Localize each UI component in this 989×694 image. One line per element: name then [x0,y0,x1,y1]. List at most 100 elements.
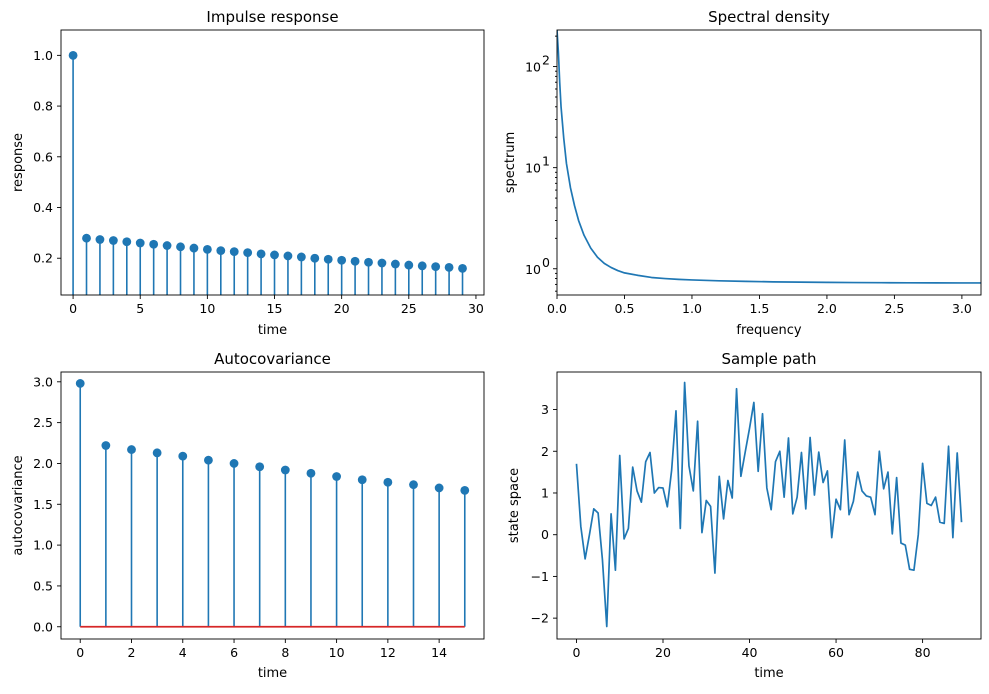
y-tick-label: 10 [525,262,541,277]
y-tick-exponent: 2 [542,53,550,68]
x-tick-label: 4 [179,645,187,660]
y-tick-label: 0 [541,527,549,542]
y-tick-exponent: 0 [542,255,550,270]
y-tick-label: 1 [541,485,549,500]
stem-marker [149,239,159,249]
stem-marker [82,233,91,243]
autocov-plot-area: 0 2 4 6 8 10 12 14 0.0 0.5 1.0 1.5 2.0 2.5 3.0 [33,374,470,660]
stem-marker [256,249,266,259]
sample-series-line [575,381,963,628]
stem-marker [127,445,136,454]
x-tick-label: 2.0 [817,301,837,316]
stem-marker [95,235,105,244]
x-tick-label: 0.0 [547,301,567,316]
spectral-marks [557,30,981,284]
stem-marker [306,468,316,478]
stem-marker [122,237,132,247]
stem-marker [162,241,172,250]
y-tick-label: 0.4 [33,200,53,215]
stem-marker [337,255,347,265]
spectral-frame [556,29,982,296]
stem-marker [409,480,418,490]
spectral-density-panel: Spectral density 0.0 0.5 1.0 1.5 2.0 2.5 3.010… [503,8,982,338]
x-tick-label: 0 [69,301,77,316]
x-tick-label: 20 [655,645,671,660]
x-tick-label: 6 [230,645,238,660]
stem-marker [135,238,145,248]
y-tick-label: 3.0 [33,374,53,389]
y-tick-label: 1.0 [33,48,53,63]
impulse-response-panel: Impulse response 0 5 10 15 20 25 30 0.2 0.4 0.6 0.… [11,8,485,338]
stem-marker [108,236,118,245]
x-tick-label: 14 [431,645,447,660]
y-tick-label: −1 [531,569,549,584]
stem-marker [310,253,320,263]
x-tick-label: 1.5 [749,301,769,316]
x-tick-label: 15 [267,301,283,316]
autocovariance-panel: Autocovariance 0 2 4 6 8 10 12 14 0.0 0.5 1.0 1.5 2.… [11,350,485,681]
impulse-marks [68,50,467,295]
stem-marker [189,243,199,253]
y-tick-label: 0.8 [33,99,53,114]
sample-path-panel: Sample path 0 20 40 60 80 −2 −1 0 1 2 3 time state… [507,350,982,681]
autocov-marks [75,379,470,628]
stem-marker [417,261,427,271]
stem-marker [255,462,265,472]
stem-marker [460,485,470,495]
stem-marker [229,247,239,257]
impulse-xlabel: time [258,323,287,338]
spectral-title: Spectral density [708,8,830,26]
x-tick-label: 25 [401,301,417,316]
x-tick-label: 1.0 [682,301,702,316]
x-tick-label: 80 [915,645,931,660]
stem-marker [444,262,454,272]
y-tick-label: 0.6 [33,149,53,164]
x-tick-label: 40 [742,645,758,660]
sample-xlabel: time [754,666,783,681]
x-tick-label: 10 [199,301,215,316]
sample-plot-area: 0 20 40 60 80 −2 −1 0 1 2 3 [531,381,963,660]
stem-marker [68,50,78,60]
stem-marker [280,465,290,475]
autocov-frame [60,371,485,640]
sample-frame [556,371,982,640]
y-tick-label: −2 [531,611,549,626]
spectral-ylabel: spectrum [503,132,518,194]
y-tick-label: 10 [525,161,541,176]
stem-marker [434,483,444,493]
x-tick-label: 10 [329,645,345,660]
impulse-title: Impulse response [206,8,338,26]
stem-marker [75,379,85,388]
stem-marker [404,260,414,270]
y-tick-label: 2.5 [33,415,53,430]
impulse-frame [60,29,485,296]
x-tick-label: 2.5 [884,301,904,316]
impulse-ylabel: response [11,133,26,192]
autocov-title: Autocovariance [214,350,331,368]
stem-marker [229,459,239,468]
x-tick-label: 30 [468,301,484,316]
x-tick-label: 2 [128,645,136,660]
stem-marker [332,472,341,481]
stem-marker [383,477,393,487]
stem-marker [431,262,441,271]
stem-marker [178,451,188,461]
x-tick-label: 0.5 [615,301,635,316]
y-tick-label: 1.5 [33,497,53,512]
x-tick-label: 0 [572,645,580,660]
y-tick-label: 2.0 [33,456,53,471]
autocov-ylabel: autocovariance [11,455,26,555]
y-tick-label: 0.5 [33,578,53,593]
x-tick-label: 3.0 [952,301,972,316]
x-tick-label: 20 [334,301,350,316]
y-tick-exponent: 1 [542,154,550,169]
stem-marker [204,455,213,465]
y-tick-label: 2 [541,444,549,459]
stem-marker [152,448,162,458]
stem-marker [176,242,185,252]
x-tick-label: 5 [136,301,144,316]
x-tick-label: 12 [380,645,396,660]
spectral-xlabel: frequency [736,323,802,338]
